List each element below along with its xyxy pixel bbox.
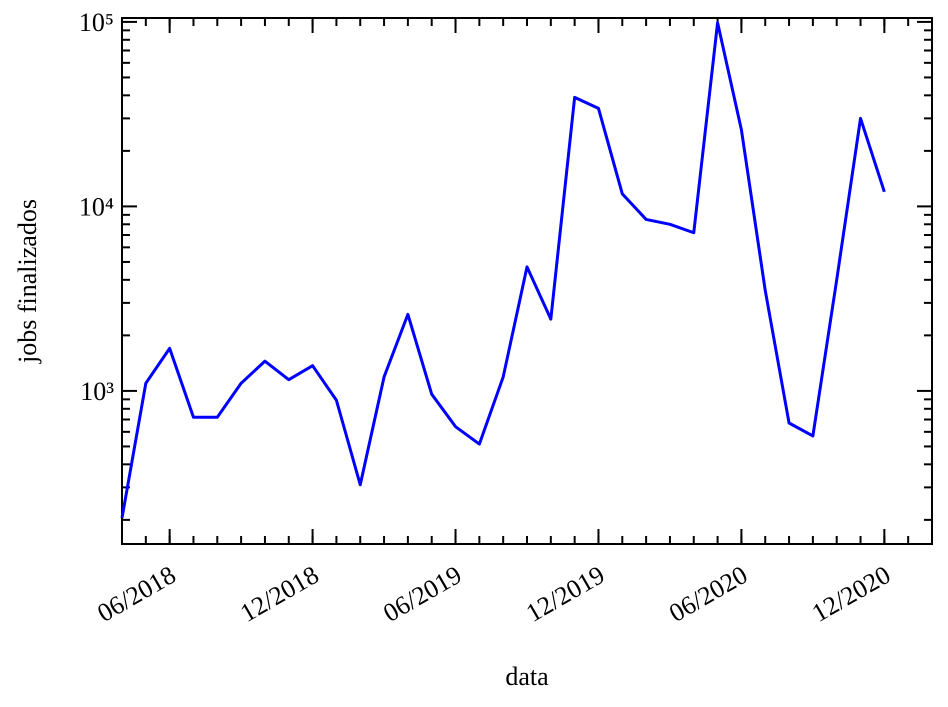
x-tick-label: 12/2018 <box>235 560 323 628</box>
data-line <box>120 21 886 519</box>
y-tick-label: 10⁴ <box>79 192 114 221</box>
x-tick-label: 06/2019 <box>378 560 466 628</box>
plot-frame <box>121 17 933 545</box>
x-axis-label: data <box>505 662 549 691</box>
y-axis-label: jobs finalizados <box>13 199 42 364</box>
x-tick-label: 06/2018 <box>92 560 180 628</box>
y-tick-label: 10⁵ <box>79 8 114 37</box>
x-tick-label: 06/2020 <box>664 560 752 628</box>
x-tick-label: 12/2020 <box>807 560 895 628</box>
y-tick-label: 10³ <box>80 377 114 406</box>
x-tick-label: 12/2019 <box>521 560 609 628</box>
